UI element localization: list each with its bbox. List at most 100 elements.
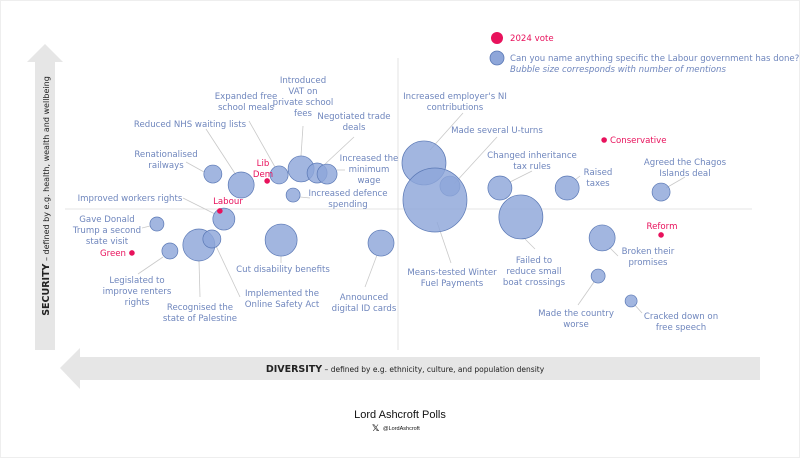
x-axis-label-bold: DIVERSITY <box>266 364 322 375</box>
bubble <box>498 194 544 240</box>
label-line: Lib <box>257 159 270 169</box>
party-markers: Lib Dem Labour Green Conservative Reform <box>100 136 677 259</box>
label-line: Online Safety Act <box>245 300 320 310</box>
label-line: Negotiated trade <box>317 112 390 122</box>
bubble-label: Cut disability benefits <box>236 265 330 275</box>
bubble <box>227 171 255 199</box>
leader-line <box>364 254 378 288</box>
axes: SECURITY – defined by e.g. health, wealt… <box>27 44 760 389</box>
label-line: improve renters <box>103 287 172 297</box>
bubble-label: Increased employer's NI contributions <box>403 92 507 113</box>
party-marker <box>264 178 270 184</box>
bubble-label: Improved workers rights <box>78 194 183 204</box>
bubble <box>269 165 289 185</box>
label-line: Raised <box>584 168 613 178</box>
label-line: Cut disability benefits <box>236 265 330 275</box>
label-line: Broken their <box>622 247 675 257</box>
bubble <box>487 175 513 201</box>
bubble-label: Recognised the state of Palestine <box>163 303 237 324</box>
bubble <box>402 167 468 233</box>
leader-line <box>453 136 498 185</box>
bubble <box>316 163 338 185</box>
bubble-label: Expanded free school meals <box>215 92 278 113</box>
label-line: Introduced <box>280 76 326 86</box>
legend-vote-label: 2024 vote <box>510 34 554 44</box>
leader-line <box>299 196 311 199</box>
label-line: Cracked down on <box>644 312 718 322</box>
label-line: VAT on <box>288 87 317 97</box>
x-axis-label-rest: – defined by e.g. ethnicity, culture, an… <box>322 365 545 374</box>
label-line: Changed inheritance <box>487 151 577 161</box>
label-line: Conservative <box>610 136 667 146</box>
leader-line <box>198 260 201 298</box>
bubble <box>367 229 395 257</box>
bubble-label: Made the country worse <box>538 309 614 330</box>
leader-line <box>215 245 241 298</box>
party-label: Conservative <box>610 136 667 146</box>
bubble <box>161 242 179 260</box>
bubble <box>285 187 301 203</box>
party-marker <box>129 250 135 256</box>
label-line: fees <box>294 109 313 119</box>
footer-brand: Lord Ashcroft Polls <box>354 409 446 421</box>
label-line: Made the country <box>538 309 614 319</box>
label-line: taxes <box>586 179 610 189</box>
label-line: Agreed the Chagos <box>644 158 727 168</box>
bubble-label: Negotiated trade deals <box>317 112 390 133</box>
leader-line <box>608 246 619 257</box>
label-line: worse <box>563 320 589 330</box>
bubble-label: Broken their promises <box>622 247 675 268</box>
bubble-label: Agreed the Chagos Islands deal <box>644 158 727 179</box>
party-label: Green <box>100 249 126 259</box>
label-line: deals <box>343 123 366 133</box>
leader-line <box>141 225 151 229</box>
bubble-label: Changed inheritance tax rules <box>487 151 577 172</box>
bubble <box>212 207 236 231</box>
legend-bubble-marker <box>489 50 505 66</box>
footer: Lord Ashcroft Polls 𝕏 @LordAshcroft <box>354 409 446 434</box>
label-line: reduce small <box>506 267 561 277</box>
label-line: Increased employer's NI <box>403 92 507 102</box>
leader-line <box>577 281 595 306</box>
bubble-label: Reduced NHS waiting lists <box>134 120 247 130</box>
label-line: spending <box>328 200 367 210</box>
party-marker <box>601 137 607 143</box>
bubble <box>651 182 671 202</box>
bubble-label: Increased defence spending <box>308 189 387 210</box>
label-line: Recognised the <box>167 303 233 313</box>
bubble-label: Raised taxes <box>584 168 613 189</box>
bubble-label: Announced digital ID cards <box>332 293 397 314</box>
bubble <box>590 268 606 284</box>
bubble-label: Failed to reduce small boat crossings <box>503 256 566 288</box>
label-line: wage <box>357 176 380 186</box>
label-line: Dem <box>253 170 273 180</box>
footer-handle: @LordAshcroft <box>383 426 420 432</box>
party-label: Lib Dem <box>253 159 273 180</box>
leader-line <box>509 170 533 183</box>
leader-line <box>323 136 355 166</box>
bubble-label: Introduced VAT on private school fees <box>273 76 334 119</box>
label-line: Trump a second <box>72 226 141 236</box>
leader-line <box>137 256 164 275</box>
label-line: Reduced NHS waiting lists <box>134 120 247 130</box>
bubble <box>149 216 165 232</box>
label-line: school meals <box>218 103 275 113</box>
leader-line <box>182 197 216 215</box>
label-line: Green <box>100 249 126 259</box>
leader-line <box>248 120 276 168</box>
bubble <box>624 294 638 308</box>
y-axis-label-rest: – defined by e.g. health, wealth and wel… <box>42 76 51 263</box>
label-line: Renationalised <box>134 150 197 160</box>
leader-line <box>205 128 237 176</box>
bubble-label: Means-tested Winter Fuel Payments <box>407 268 497 289</box>
party-marker <box>658 232 664 238</box>
label-line: free speech <box>656 323 706 333</box>
party-marker <box>217 208 223 214</box>
label-line: Improved workers rights <box>78 194 183 204</box>
bubble-label: Increased the minimum wage <box>340 154 399 186</box>
label-line: Increased the <box>340 154 399 164</box>
label-line: Failed to <box>516 256 552 266</box>
label-line: promises <box>628 258 668 268</box>
label-line: state visit <box>86 237 129 247</box>
